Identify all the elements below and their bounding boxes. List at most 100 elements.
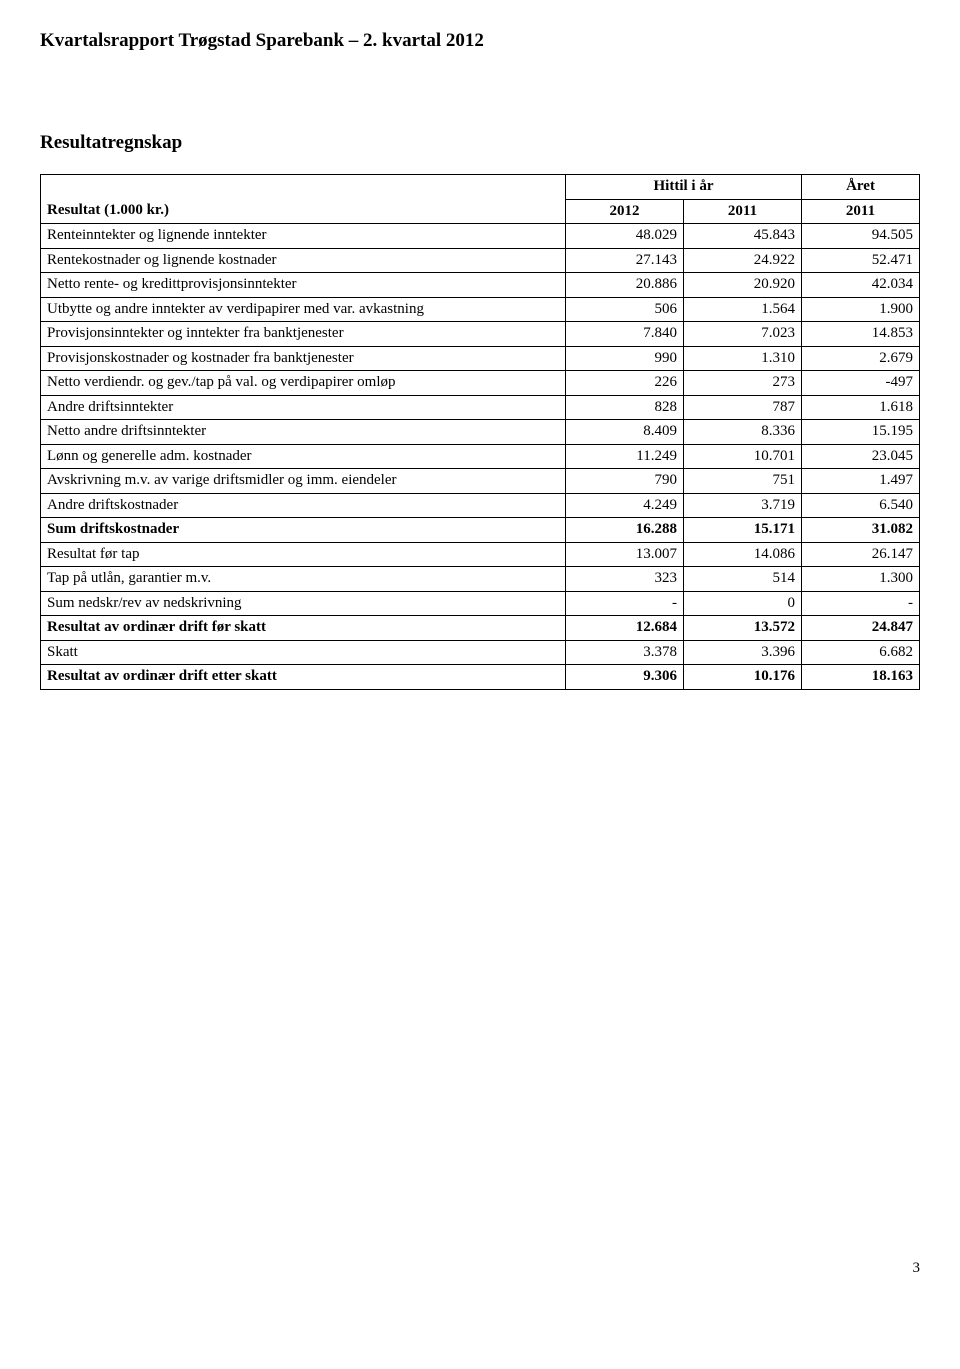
row-value: 273 (684, 371, 802, 396)
row-value: 8.336 (684, 420, 802, 445)
row-value: 15.171 (684, 518, 802, 543)
table-row: Rentekostnader og lignende kostnader27.1… (41, 248, 920, 273)
row-value: 514 (684, 567, 802, 592)
row-label: Netto rente- og kredittprovisjonsinntekt… (41, 273, 566, 298)
row-label: Netto andre driftsinntekter (41, 420, 566, 445)
row-value: 1.300 (802, 567, 920, 592)
header-resultat-label: Resultat (1.000 kr.) (41, 199, 566, 224)
row-value: 15.195 (802, 420, 920, 445)
table-row: Provisjonskostnader og kostnader fra ban… (41, 346, 920, 371)
header-year-2012: 2012 (566, 199, 684, 224)
table-row: Netto andre driftsinntekter8.4098.33615.… (41, 420, 920, 445)
table-row: Utbytte og andre inntekter av verdipapir… (41, 297, 920, 322)
header-year-2011a: 2011 (684, 199, 802, 224)
header-aret: Året (802, 175, 920, 200)
table-row: Resultat av ordinær drift etter skatt9.3… (41, 665, 920, 690)
row-label: Sum nedskr/rev av nedskrivning (41, 591, 566, 616)
row-value: 6.682 (802, 640, 920, 665)
row-value: 10.176 (684, 665, 802, 690)
income-statement-table: Hittil i år Året Resultat (1.000 kr.) 20… (40, 174, 920, 690)
row-value: 3.378 (566, 640, 684, 665)
row-value: 323 (566, 567, 684, 592)
row-value: 42.034 (802, 273, 920, 298)
row-label: Provisjonsinntekter og inntekter fra ban… (41, 322, 566, 347)
row-value: 48.029 (566, 224, 684, 249)
header-empty (41, 175, 566, 200)
table-row: Sum driftskostnader16.28815.17131.082 (41, 518, 920, 543)
row-value: 13.572 (684, 616, 802, 641)
row-value: 506 (566, 297, 684, 322)
row-value: 23.045 (802, 444, 920, 469)
row-value: 24.922 (684, 248, 802, 273)
row-label: Resultat før tap (41, 542, 566, 567)
row-value: 1.900 (802, 297, 920, 322)
row-value: 8.409 (566, 420, 684, 445)
row-value: 7.023 (684, 322, 802, 347)
row-value: 13.007 (566, 542, 684, 567)
row-value: 20.886 (566, 273, 684, 298)
row-value: 9.306 (566, 665, 684, 690)
row-value: 787 (684, 395, 802, 420)
row-label: Netto verdiendr. og gev./tap på val. og … (41, 371, 566, 396)
table-row: Renteinntekter og lignende inntekter48.0… (41, 224, 920, 249)
row-label: Andre driftskostnader (41, 493, 566, 518)
row-value: -497 (802, 371, 920, 396)
row-label: Utbytte og andre inntekter av verdipapir… (41, 297, 566, 322)
row-value: 6.540 (802, 493, 920, 518)
row-value: 26.147 (802, 542, 920, 567)
row-value: 16.288 (566, 518, 684, 543)
row-value: 14.853 (802, 322, 920, 347)
row-label: Avskrivning m.v. av varige driftsmidler … (41, 469, 566, 494)
table-row: Andre driftsinntekter8287871.618 (41, 395, 920, 420)
row-value: 226 (566, 371, 684, 396)
table-row: Resultat før tap13.00714.08626.147 (41, 542, 920, 567)
row-value: 20.920 (684, 273, 802, 298)
row-label: Renteinntekter og lignende inntekter (41, 224, 566, 249)
row-value: 10.701 (684, 444, 802, 469)
row-value: 24.847 (802, 616, 920, 641)
row-value: 27.143 (566, 248, 684, 273)
row-value: 3.719 (684, 493, 802, 518)
row-value: 0 (684, 591, 802, 616)
row-value: 828 (566, 395, 684, 420)
row-value: 31.082 (802, 518, 920, 543)
table-row: Netto verdiendr. og gev./tap på val. og … (41, 371, 920, 396)
row-value: 94.505 (802, 224, 920, 249)
section-title: Resultatregnskap (40, 132, 920, 154)
table-row: Lønn og generelle adm. kostnader11.24910… (41, 444, 920, 469)
table-row: Andre driftskostnader4.2493.7196.540 (41, 493, 920, 518)
row-value: 14.086 (684, 542, 802, 567)
row-value: 12.684 (566, 616, 684, 641)
page-title: Kvartalsrapport Trøgstad Sparebank – 2. … (40, 30, 920, 52)
row-label: Andre driftsinntekter (41, 395, 566, 420)
table-row: Skatt3.3783.3966.682 (41, 640, 920, 665)
table-row: Avskrivning m.v. av varige driftsmidler … (41, 469, 920, 494)
row-value: 1.497 (802, 469, 920, 494)
row-value: 990 (566, 346, 684, 371)
row-value: 1.310 (684, 346, 802, 371)
row-value: 4.249 (566, 493, 684, 518)
row-label: Sum driftskostnader (41, 518, 566, 543)
row-value: - (802, 591, 920, 616)
header-year-2011b: 2011 (802, 199, 920, 224)
row-label: Resultat av ordinær drift etter skatt (41, 665, 566, 690)
table-row: Resultat av ordinær drift før skatt12.68… (41, 616, 920, 641)
row-value: 45.843 (684, 224, 802, 249)
row-value: 1.564 (684, 297, 802, 322)
row-label: Tap på utlån, garantier m.v. (41, 567, 566, 592)
page-number: 3 (40, 1260, 920, 1277)
row-value: 2.679 (802, 346, 920, 371)
row-label: Rentekostnader og lignende kostnader (41, 248, 566, 273)
row-value: 18.163 (802, 665, 920, 690)
row-value: 1.618 (802, 395, 920, 420)
row-label: Provisjonskostnader og kostnader fra ban… (41, 346, 566, 371)
table-row: Tap på utlån, garantier m.v.3235141.300 (41, 567, 920, 592)
row-value: 52.471 (802, 248, 920, 273)
table-row: Netto rente- og kredittprovisjonsinntekt… (41, 273, 920, 298)
row-value: - (566, 591, 684, 616)
row-value: 7.840 (566, 322, 684, 347)
row-label: Skatt (41, 640, 566, 665)
row-value: 751 (684, 469, 802, 494)
row-value: 11.249 (566, 444, 684, 469)
row-value: 790 (566, 469, 684, 494)
